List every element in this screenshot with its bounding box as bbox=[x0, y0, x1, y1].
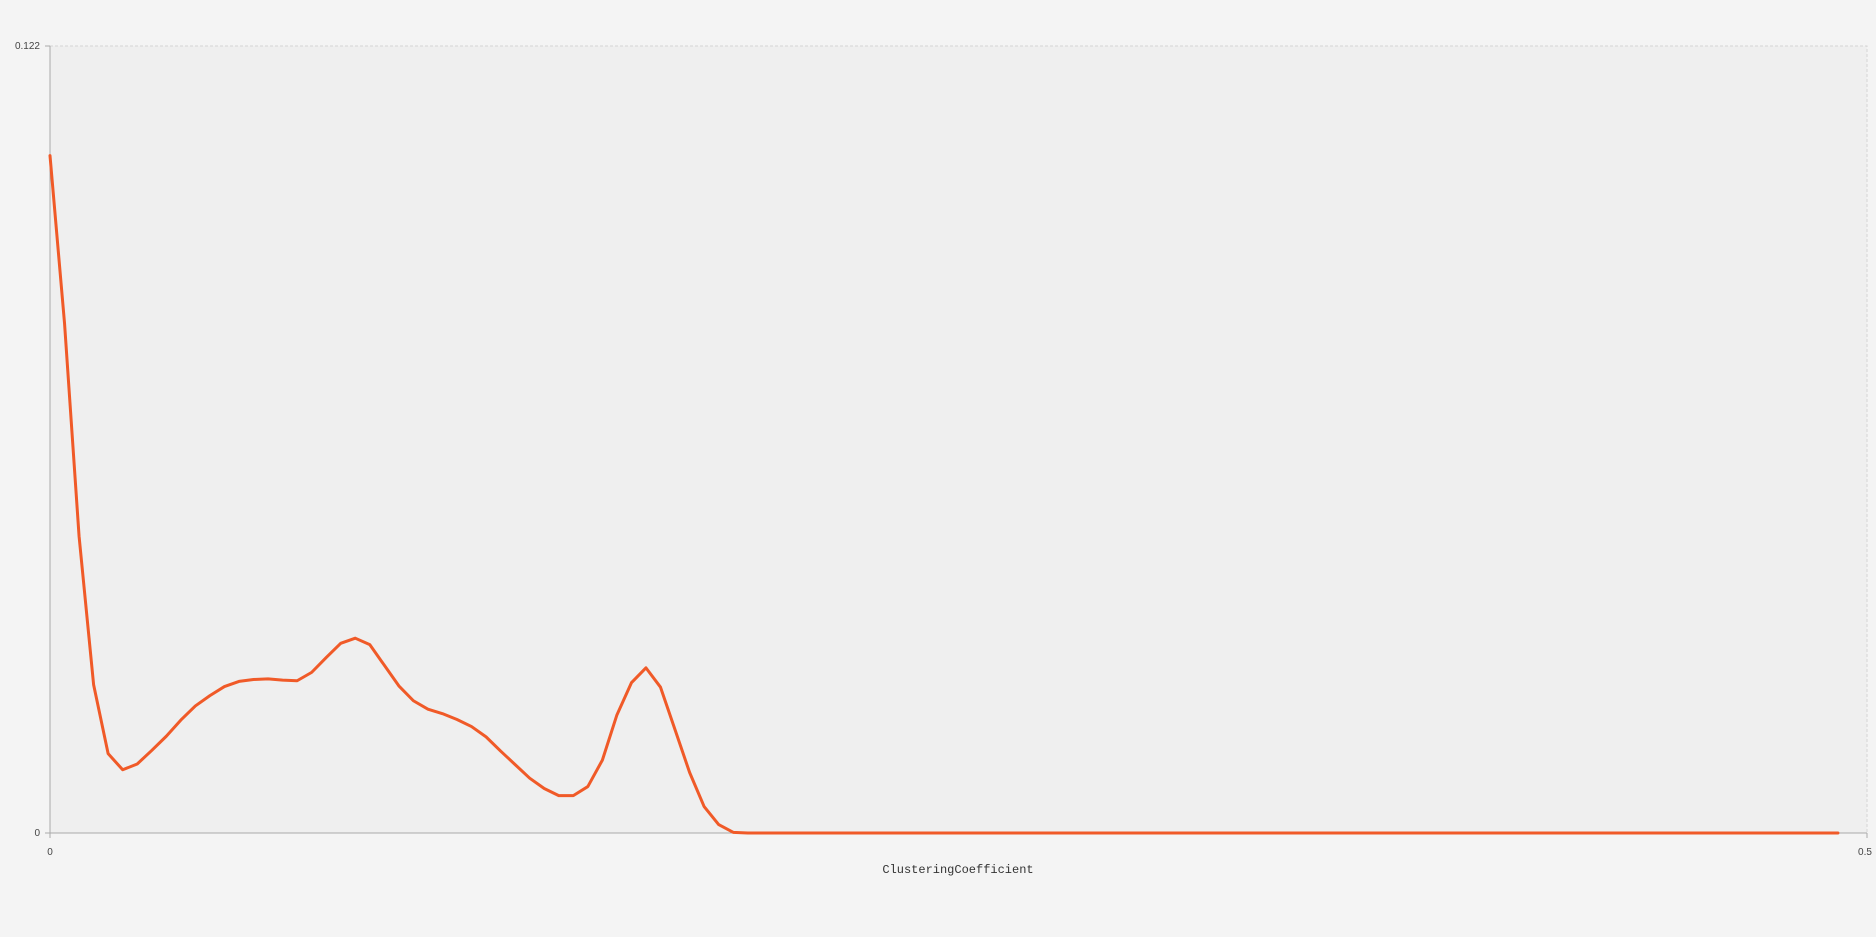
series-line bbox=[48, 154, 1840, 835]
y-tick-label-top: 0.122 bbox=[15, 41, 40, 52]
y-tick-label-bottom: 0 bbox=[34, 828, 40, 839]
x-tick-label-right: 0.5 bbox=[1858, 847, 1872, 858]
x-tick-label-left: 0 bbox=[47, 847, 53, 858]
plot-area bbox=[49, 45, 1868, 834]
x-axis-title: ClusteringCoefficient bbox=[882, 863, 1033, 877]
